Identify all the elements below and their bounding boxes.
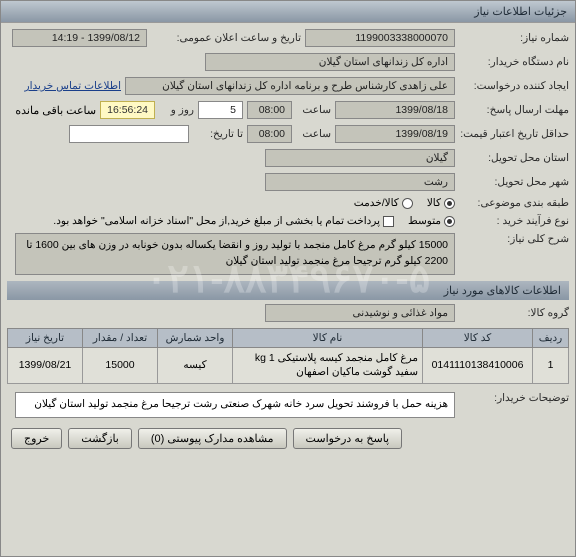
group-label: گروه کالا: [459,307,569,319]
deadline-hh: 08:00 [247,101,292,119]
minvalid-to [69,125,189,143]
process-opt-0[interactable]: متوسط [408,215,455,227]
subject-label: شرح کلی نیاز: [459,233,569,245]
deadline-countdown: 16:56:24 [100,101,155,119]
group-value: مواد غذائی و نوشیدنی [265,304,455,322]
cell-qty: 15000 [83,347,158,383]
row-city: شهر محل تحویل: رشت [7,173,569,191]
minvalid-date: 1399/08/19 [335,125,455,143]
creator-value: علی زاهدی کارشناس طرح و برنامه اداره کل … [125,77,455,95]
items-section-header: اطلاعات کالاهای مورد نیاز [7,281,569,300]
buyer-org-value: اداره کل زندانهای استان گیلان [205,53,455,71]
cell-idx: 1 [533,347,569,383]
province-value: گیلان [265,149,455,167]
items-header-row: ردیف کد کالا نام کالا واحد شمارش تعداد /… [8,328,569,347]
process-cb[interactable]: پرداخت تمام یا بخشی از مبلغ خرید,از محل … [53,215,394,227]
radio-icon [402,198,413,209]
budget-opt-1[interactable]: کالا/خدمت [354,197,413,209]
minvalid-hh: 08:00 [247,125,292,143]
reply-button[interactable]: پاسخ به درخواست [293,428,403,449]
radio-icon [444,216,455,227]
row-budget: طبقه بندی موضوعی: کالا کالا/خدمت [7,197,569,209]
cell-unit: کیسه [158,347,233,383]
deadline-label: مهلت ارسال پاسخ: [459,104,569,116]
radio-icon [444,198,455,209]
checkbox-icon [383,216,394,227]
cell-date: 1399/08/21 [8,347,83,383]
col-unit: واحد شمارش [158,328,233,347]
process-opt-0-label: متوسط [408,215,441,227]
creator-label: ایجاد کننده درخواست: [459,80,569,92]
process-radio-group: متوسط پرداخت تمام یا بخشی از مبلغ خرید,ا… [53,215,455,227]
budget-opt-0-label: کالا [427,197,441,209]
buyer-note-value: هزینه حمل با فروشند تحویل سرد خانه شهرک … [15,392,455,418]
cell-code: 0141110138410006 [423,347,533,383]
row-buyer-org: نام دستگاه خریدار: اداره کل زندانهای است… [7,53,569,71]
minvalid-label: حداقل تاریخ اعتبار قیمت: [459,128,569,140]
table-row[interactable]: 1 0141110138410006 مرغ کامل منجمد کیسه پ… [8,347,569,383]
row-process: نوع فرآیند خرید : متوسط پرداخت تمام یا ب… [7,215,569,227]
col-idx: ردیف [533,328,569,347]
need-no-label: شماره نیاز: [459,32,569,44]
titlebar: جزئیات اطلاعات نیاز [1,1,575,23]
process-cb-label: پرداخت تمام یا بخشی از مبلغ خرید,از محل … [53,215,380,227]
actions-bar: پاسخ به درخواست مشاهده مدارک پیوستی (0) … [7,424,569,453]
budget-opt-0[interactable]: کالا [427,197,455,209]
col-name: نام کالا [233,328,423,347]
deadline-day-l: روز و [159,104,194,116]
deadline-date: 1399/08/18 [335,101,455,119]
buyer-org-label: نام دستگاه خریدار: [459,56,569,68]
budget-label: طبقه بندی موضوعی: [459,197,569,209]
pub-value: 1399/08/12 - 14:19 [12,29,147,47]
budget-opt-1-label: کالا/خدمت [354,197,399,209]
row-subject: شرح کلی نیاز: 15000 کیلو گرم مرغ کامل من… [7,233,569,275]
col-code: کد کالا [423,328,533,347]
minvalid-to-l: تا تاریخ: [193,128,243,140]
deadline-days: 5 [198,101,243,119]
row-minvalid: حداقل تاریخ اعتبار قیمت: 1399/08/19 ساعت… [7,125,569,143]
window-title: جزئیات اطلاعات نیاز [474,6,567,18]
content: شماره نیاز: 1199003338000070 تاریخ و ساع… [1,23,575,556]
col-qty: تعداد / مقدار [83,328,158,347]
deadline-remain-l: ساعت باقی مانده [15,104,96,117]
window: جزئیات اطلاعات نیاز شماره نیاز: 11990033… [0,0,576,557]
row-creator: ایجاد کننده درخواست: علی زاهدی کارشناس ط… [7,77,569,95]
items-table: ردیف کد کالا نام کالا واحد شمارش تعداد /… [7,328,569,384]
province-label: استان محل تحویل: [459,152,569,164]
contact-link[interactable]: اطلاعات تماس خریدار [25,80,121,92]
city-label: شهر محل تحویل: [459,176,569,188]
buyer-note-label: توضیحات خریدار: [459,392,569,404]
row-province: استان محل تحویل: گیلان [7,149,569,167]
deadline-time-l: ساعت [296,104,331,116]
back-button[interactable]: بازگشت [68,428,132,449]
budget-radio-group: کالا کالا/خدمت [354,197,455,209]
docs-button[interactable]: مشاهده مدارک پیوستی (0) [138,428,287,449]
row-need-no: شماره نیاز: 1199003338000070 تاریخ و ساع… [7,29,569,47]
exit-button[interactable]: خروج [11,428,62,449]
col-date: تاریخ نیاز [8,328,83,347]
process-label: نوع فرآیند خرید : [459,215,569,227]
need-no-value: 1199003338000070 [305,29,455,47]
subject-value: 15000 کیلو گرم مرغ کامل منجمد با تولید ر… [15,233,455,275]
row-buyer-note: توضیحات خریدار: هزینه حمل با فروشند تحوی… [7,392,569,418]
pub-label: تاریخ و ساعت اعلان عمومی: [151,32,301,44]
city-value: رشت [265,173,455,191]
cell-name: مرغ کامل منجمد کیسه پلاستیکی 1 kg سفید گ… [233,347,423,383]
minvalid-time-l: ساعت [296,128,331,140]
row-deadline: مهلت ارسال پاسخ: 1399/08/18 ساعت 08:00 5… [7,101,569,119]
row-group: گروه کالا: مواد غذائی و نوشیدنی [7,304,569,322]
